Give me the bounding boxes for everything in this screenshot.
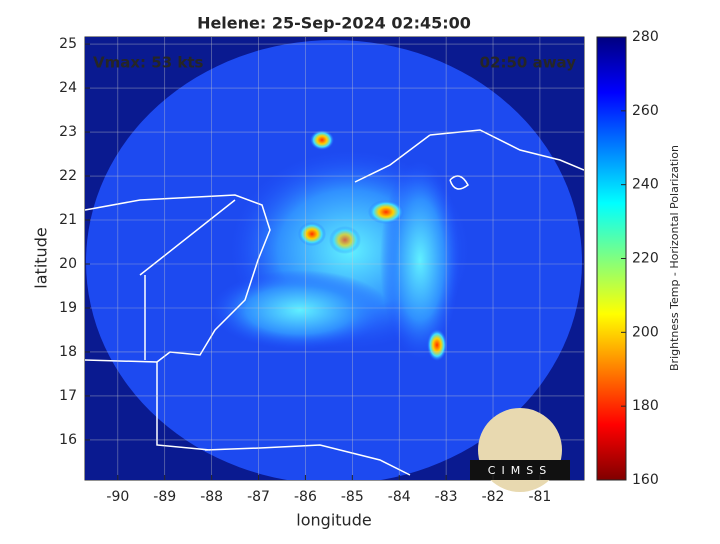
colorbar-tick-label: 160 xyxy=(632,472,659,488)
logo: CIMSS xyxy=(470,408,570,492)
x-tick-label: -88 xyxy=(200,489,223,505)
y-tick-label: 17 xyxy=(59,388,77,404)
colorbar-tick-label: 220 xyxy=(632,251,659,267)
y-tick-label: 18 xyxy=(59,344,77,360)
x-tick-label: -87 xyxy=(247,489,270,505)
x-tick-label: -83 xyxy=(435,489,458,505)
x-tick-label: -85 xyxy=(341,489,364,505)
x-tick-label: -89 xyxy=(153,489,176,505)
x-tick-label: -90 xyxy=(106,489,129,505)
y-tick-label: 19 xyxy=(59,300,77,316)
x-tick-label: -82 xyxy=(482,489,505,505)
logo-text: CIMSS xyxy=(488,464,552,477)
annotation: Vmax: 53 kts xyxy=(93,54,203,72)
colorbar-label: Brightness Temp - Horizontal Polarizatio… xyxy=(668,145,681,371)
colorbar-tick-label: 280 xyxy=(632,29,659,45)
y-tick-label: 24 xyxy=(59,80,77,96)
colorbar-tick-label: 200 xyxy=(632,324,659,340)
y-tick-label: 20 xyxy=(59,256,77,272)
annotation: 02:50 away xyxy=(480,54,577,72)
colorbar-tick-label: 260 xyxy=(632,103,659,119)
x-tick-label: -86 xyxy=(294,489,317,505)
y-tick-label: 16 xyxy=(59,432,77,448)
y-tick-label: 21 xyxy=(59,212,77,228)
x-axis-label: longitude xyxy=(296,511,371,530)
y-tick-label: 22 xyxy=(59,168,77,184)
colorbar-tick-label: 240 xyxy=(632,177,659,193)
y-axis-label: latitude xyxy=(32,227,51,288)
chart-title: Helene: 25-Sep-2024 02:45:00 xyxy=(197,14,471,33)
colorbar-tick-label: 180 xyxy=(632,398,659,414)
x-tick-label: -84 xyxy=(388,489,411,505)
y-tick-label: 23 xyxy=(59,124,77,140)
swath xyxy=(85,37,584,480)
y-tick-label: 25 xyxy=(59,36,77,52)
x-tick-label: -81 xyxy=(528,489,551,505)
